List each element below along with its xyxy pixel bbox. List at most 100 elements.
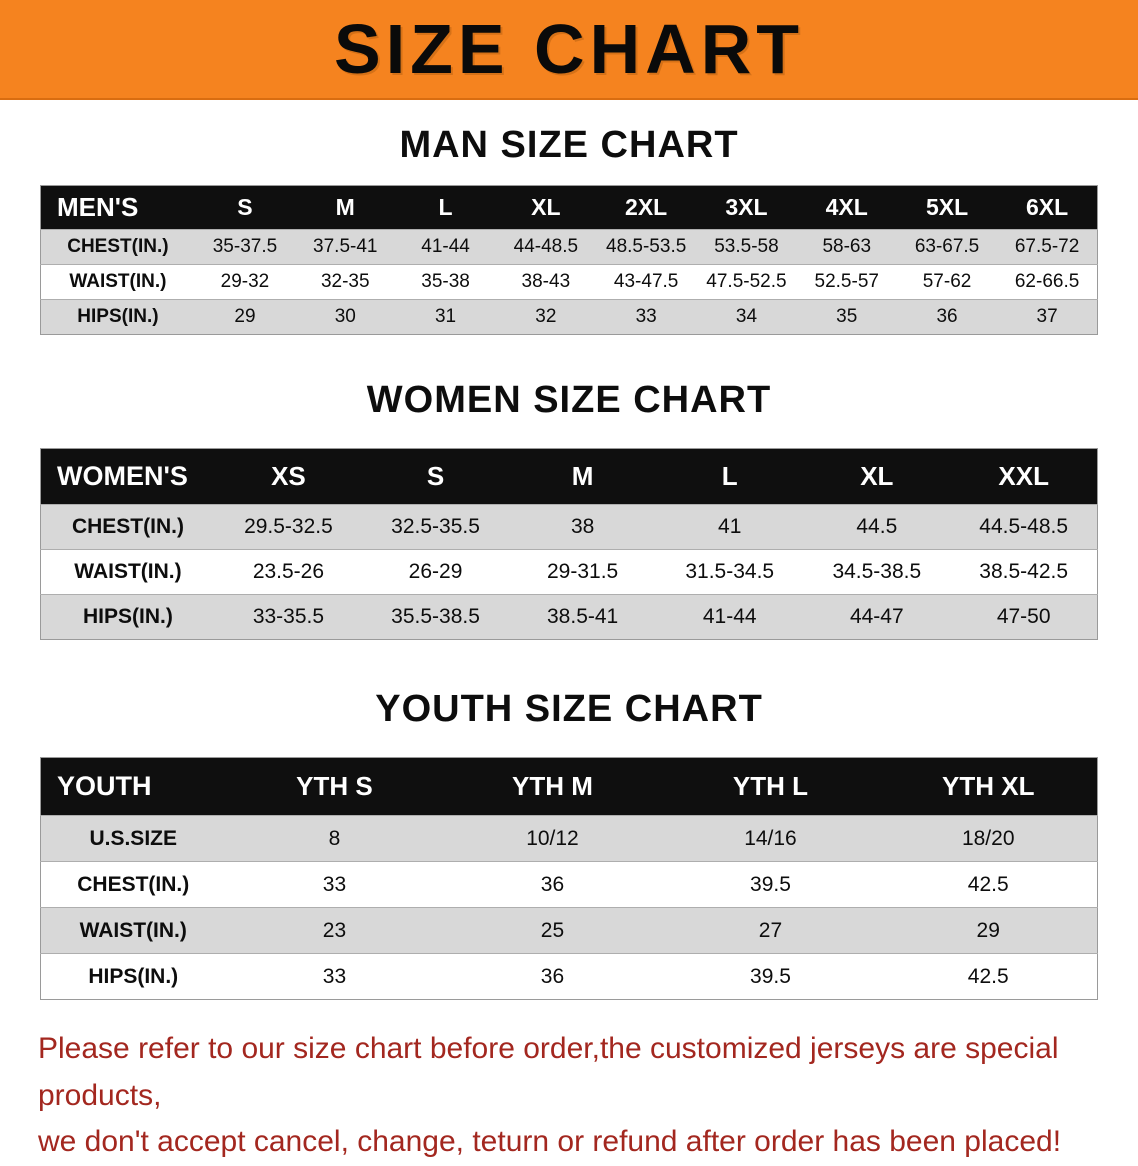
table-corner-label: YOUTH bbox=[57, 771, 152, 801]
size-value-cell: 33-35.5 bbox=[252, 605, 325, 628]
row-label: U.S.SIZE bbox=[89, 826, 177, 850]
size-value-cell: 41 bbox=[718, 515, 742, 538]
size-value-cell: 57-62 bbox=[922, 271, 972, 292]
size-value-cell: 38.5-42.5 bbox=[979, 560, 1069, 583]
man-section-heading: MAN SIZE CHART bbox=[399, 124, 739, 166]
size-column-header: XXL bbox=[998, 461, 1049, 491]
size-value-cell: 44.5-48.5 bbox=[979, 515, 1069, 538]
size-value-cell: 8 bbox=[328, 826, 341, 850]
size-value-cell: 31.5-34.5 bbox=[685, 560, 775, 583]
row-label: WAIST(IN.) bbox=[69, 271, 167, 292]
size-column-header: YTH S bbox=[296, 771, 373, 801]
size-value-cell: 67.5-72 bbox=[1014, 236, 1080, 257]
size-value-cell: 39.5 bbox=[750, 964, 791, 988]
size-value-cell: 44-47 bbox=[849, 605, 904, 628]
size-column-header: S bbox=[426, 461, 445, 491]
size-column-header: M bbox=[335, 194, 355, 220]
women-section-heading: WOMEN SIZE CHART bbox=[366, 379, 772, 421]
size-column-header: 4XL bbox=[825, 194, 868, 220]
size-column-header: XL bbox=[860, 461, 894, 491]
size-value-cell: 27 bbox=[758, 918, 783, 942]
measurement-row: CHEST(IN.) 33 36 39.5 42.5 bbox=[40, 861, 1098, 908]
women-size-chart-section: WOMEN SIZE CHART WOMEN'S XS S M L XL XXL CHEST(… bbox=[0, 379, 1138, 640]
size-chart-banner: SIZE CHART bbox=[0, 0, 1138, 100]
size-value-cell: 36 bbox=[540, 964, 565, 988]
mens-size-table: MEN'S S M L XL 2XL 3XL 4XL 5XL 6XL CHEST(IN.) 35-37… bbox=[40, 185, 1098, 335]
size-column-header: L bbox=[438, 194, 453, 220]
row-label: HIPS(IN.) bbox=[88, 964, 179, 988]
page-title: SIZE CHART bbox=[334, 10, 804, 88]
size-column-header: YTH M bbox=[512, 771, 593, 801]
table-corner-label: WOMEN'S bbox=[57, 461, 188, 491]
size-value-cell: 29 bbox=[234, 306, 256, 327]
man-size-chart-section: MAN SIZE CHART MEN'S S M L XL 2XL 3XL 4XL 5XL 6XL… bbox=[0, 124, 1138, 335]
measurement-row: CHEST(IN.) 35-37.5 37.5-41 41-44 44-48.5 48.5… bbox=[40, 229, 1098, 265]
size-column-header: XS bbox=[271, 461, 306, 491]
size-value-cell: 29.5-32.5 bbox=[244, 515, 333, 538]
measurement-row: HIPS(IN.) 29 30 31 32 33 34 35 36 37 bbox=[40, 299, 1098, 335]
row-label: WAIST(IN.) bbox=[79, 918, 187, 942]
size-value-cell: 43-47.5 bbox=[613, 271, 679, 292]
size-value-cell: 32-35 bbox=[320, 271, 370, 292]
size-value-cell: 37 bbox=[1036, 306, 1058, 327]
measurement-row: CHEST(IN.) 29.5-32.5 32.5-35.5 38 41 44.5 44.5… bbox=[40, 504, 1098, 550]
size-value-cell: 35-37.5 bbox=[212, 236, 278, 257]
size-value-cell: 35-38 bbox=[421, 271, 470, 292]
size-value-cell: 32.5-35.5 bbox=[391, 515, 480, 538]
size-value-cell: 47.5-52.5 bbox=[706, 271, 787, 292]
size-value-cell: 42.5 bbox=[967, 872, 1009, 896]
size-value-cell: 58-63 bbox=[822, 236, 872, 257]
order-policy-note: Please refer to our size chart before or… bbox=[38, 1026, 1116, 1166]
size-value-cell: 53.5-58 bbox=[714, 236, 779, 257]
size-value-cell: 31 bbox=[434, 306, 457, 327]
youth-size-chart-section: YOUTH SIZE CHART YOUTH YTH S YTH M YTH L YTH… bbox=[0, 688, 1138, 1000]
size-column-header: 2XL bbox=[625, 194, 668, 220]
size-value-cell: 23.5-26 bbox=[252, 560, 325, 583]
size-column-header: YTH XL bbox=[942, 771, 1035, 801]
size-column-header: 5XL bbox=[925, 194, 969, 220]
measurement-row: WAIST(IN.) 23 25 27 29 bbox=[40, 907, 1098, 954]
size-value-cell: 62-66.5 bbox=[1014, 271, 1080, 292]
row-label: CHEST(IN.) bbox=[77, 872, 190, 896]
size-value-cell: 29-32 bbox=[220, 271, 270, 292]
row-label: HIPS(IN.) bbox=[83, 605, 173, 628]
row-label: HIPS(IN.) bbox=[77, 306, 159, 327]
size-value-cell: 34.5-38.5 bbox=[832, 560, 922, 583]
measurement-row: HIPS(IN.) 33-35.5 35.5-38.5 38.5-41 41-44 44-… bbox=[40, 594, 1098, 640]
size-value-cell: 33 bbox=[322, 872, 347, 896]
size-value-cell: 39.5 bbox=[750, 872, 791, 896]
table-corner-label: MEN'S bbox=[57, 192, 139, 222]
size-value-cell: 33 bbox=[635, 306, 657, 327]
size-value-cell: 41-44 bbox=[421, 236, 470, 257]
size-value-cell: 26-29 bbox=[408, 560, 463, 583]
size-column-header: YTH L bbox=[732, 771, 809, 801]
size-column-header: 3XL bbox=[725, 194, 768, 220]
size-value-cell: 44-48.5 bbox=[513, 236, 579, 257]
youth-size-table: YOUTH YTH S YTH M YTH L YTH XL U.S.SIZE 8 10/12… bbox=[40, 757, 1098, 1000]
measurement-row: WAIST(IN.) 29-32 32-35 35-38 38-43 43-47.5 47.… bbox=[40, 264, 1098, 300]
row-label: CHEST(IN.) bbox=[71, 515, 184, 538]
size-column-header: S bbox=[237, 194, 253, 220]
size-column-header: 6XL bbox=[1026, 194, 1069, 220]
size-value-cell: 25 bbox=[540, 918, 565, 942]
size-column-header: XL bbox=[531, 194, 561, 220]
size-value-cell: 35 bbox=[836, 306, 858, 327]
size-column-header: M bbox=[571, 461, 594, 491]
size-value-cell: 36 bbox=[936, 306, 958, 327]
row-label: WAIST(IN.) bbox=[74, 560, 182, 583]
size-value-cell: 41-44 bbox=[702, 605, 757, 628]
measurement-row: WAIST(IN.) 23.5-26 26-29 29-31.5 31.5-34.5 34… bbox=[40, 549, 1098, 595]
size-value-cell: 30 bbox=[334, 306, 356, 327]
size-column-header: L bbox=[721, 461, 738, 491]
size-value-cell: 35.5-38.5 bbox=[391, 605, 480, 628]
table-header-row: YOUTH YTH S YTH M YTH L YTH XL bbox=[40, 757, 1098, 816]
size-value-cell: 52.5-57 bbox=[814, 271, 879, 292]
row-label: CHEST(IN.) bbox=[67, 236, 169, 257]
size-value-cell: 23 bbox=[322, 918, 347, 942]
youth-section-heading: YOUTH SIZE CHART bbox=[375, 688, 763, 730]
womens-size-table: WOMEN'S XS S M L XL XXL CHEST(IN.) 29.5-32.5 32.5… bbox=[40, 448, 1098, 640]
size-value-cell: 29-31.5 bbox=[547, 560, 619, 583]
measurement-row: U.S.SIZE 8 10/12 14/16 18/20 bbox=[40, 815, 1098, 862]
size-value-cell: 38 bbox=[570, 515, 595, 538]
